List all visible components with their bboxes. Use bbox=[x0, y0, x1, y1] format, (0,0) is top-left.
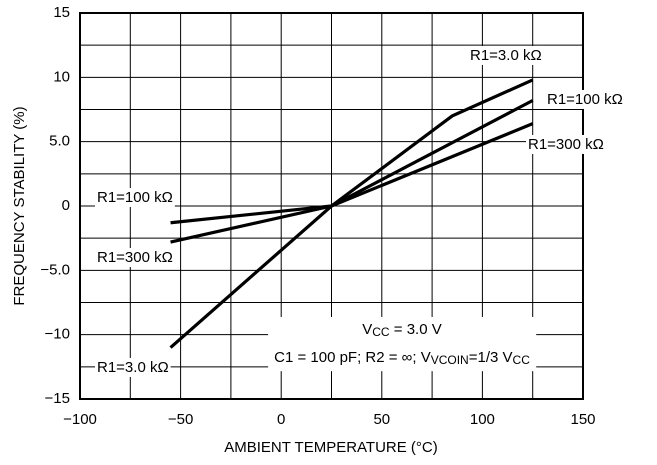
annotation-part: = 3.0 V bbox=[390, 321, 442, 338]
series-label-text: R1=300 kΩ bbox=[528, 136, 604, 153]
label-bg bbox=[526, 134, 606, 154]
data-line bbox=[169, 78, 534, 349]
x-tick-label: 50 bbox=[373, 411, 390, 428]
x-tick-label: −50 bbox=[168, 411, 193, 428]
series-label-text: R1=100 kΩ bbox=[97, 189, 173, 206]
series-label-text: R1=300 kΩ bbox=[97, 249, 173, 266]
label-bg bbox=[545, 89, 625, 109]
annotation: C1 = 100 pF; R2 = ∞; VVCOIN=1/3 VCC bbox=[274, 349, 530, 367]
x-tick-label: 100 bbox=[470, 411, 495, 428]
annotation-part: VCOIN bbox=[431, 353, 469, 367]
y-tick-label: 15 bbox=[53, 4, 70, 21]
series-label: R1=100 kΩ bbox=[545, 89, 625, 109]
y-tick-label: 10 bbox=[53, 68, 70, 85]
x-tick-label: 0 bbox=[277, 411, 285, 428]
annotation-part: CC bbox=[372, 325, 390, 339]
series-label: R1=3.0 kΩ bbox=[468, 45, 544, 65]
annotation-part: =1/3 V bbox=[469, 349, 513, 366]
y-tick-label: −10 bbox=[45, 326, 70, 343]
y-tick-label: 0 bbox=[62, 197, 70, 214]
series-label-text: R1=3.0 kΩ bbox=[470, 47, 542, 64]
annotation-part: CC bbox=[513, 353, 531, 367]
annotation-box bbox=[268, 316, 537, 372]
series-label: R1=100 kΩ bbox=[95, 187, 175, 207]
y-tick-label: 5.0 bbox=[49, 133, 70, 150]
x-tick-label: 150 bbox=[570, 411, 595, 428]
y-tick-label: −15 bbox=[45, 390, 70, 407]
label-bg bbox=[468, 45, 544, 65]
x-tick-label: −100 bbox=[63, 411, 97, 428]
label-bg bbox=[95, 247, 175, 267]
label-bg bbox=[95, 187, 175, 207]
series-label-text: R1=3.0 kΩ bbox=[97, 359, 169, 376]
data-line bbox=[170, 122, 534, 244]
series-label: R1=300 kΩ bbox=[95, 247, 175, 267]
plot-frame bbox=[79, 12, 584, 400]
annotation: VCC = 3.0 V bbox=[362, 321, 441, 339]
label-bg bbox=[95, 357, 171, 377]
annotation-part: C1 = 100 pF; R2 = ∞; V bbox=[274, 349, 431, 366]
y-axis-title: FREQUENCY STABILITY (%) bbox=[11, 106, 28, 305]
x-axis-title: AMBIENT TEMPERATURE (°C) bbox=[224, 439, 438, 456]
series-label-text: R1=100 kΩ bbox=[547, 91, 623, 108]
data-line bbox=[170, 99, 534, 225]
series-label: R1=3.0 kΩ bbox=[95, 357, 171, 377]
annotation-part: V bbox=[362, 321, 372, 338]
series-label: R1=300 kΩ bbox=[526, 134, 606, 154]
y-tick-label: −5.0 bbox=[40, 261, 70, 278]
